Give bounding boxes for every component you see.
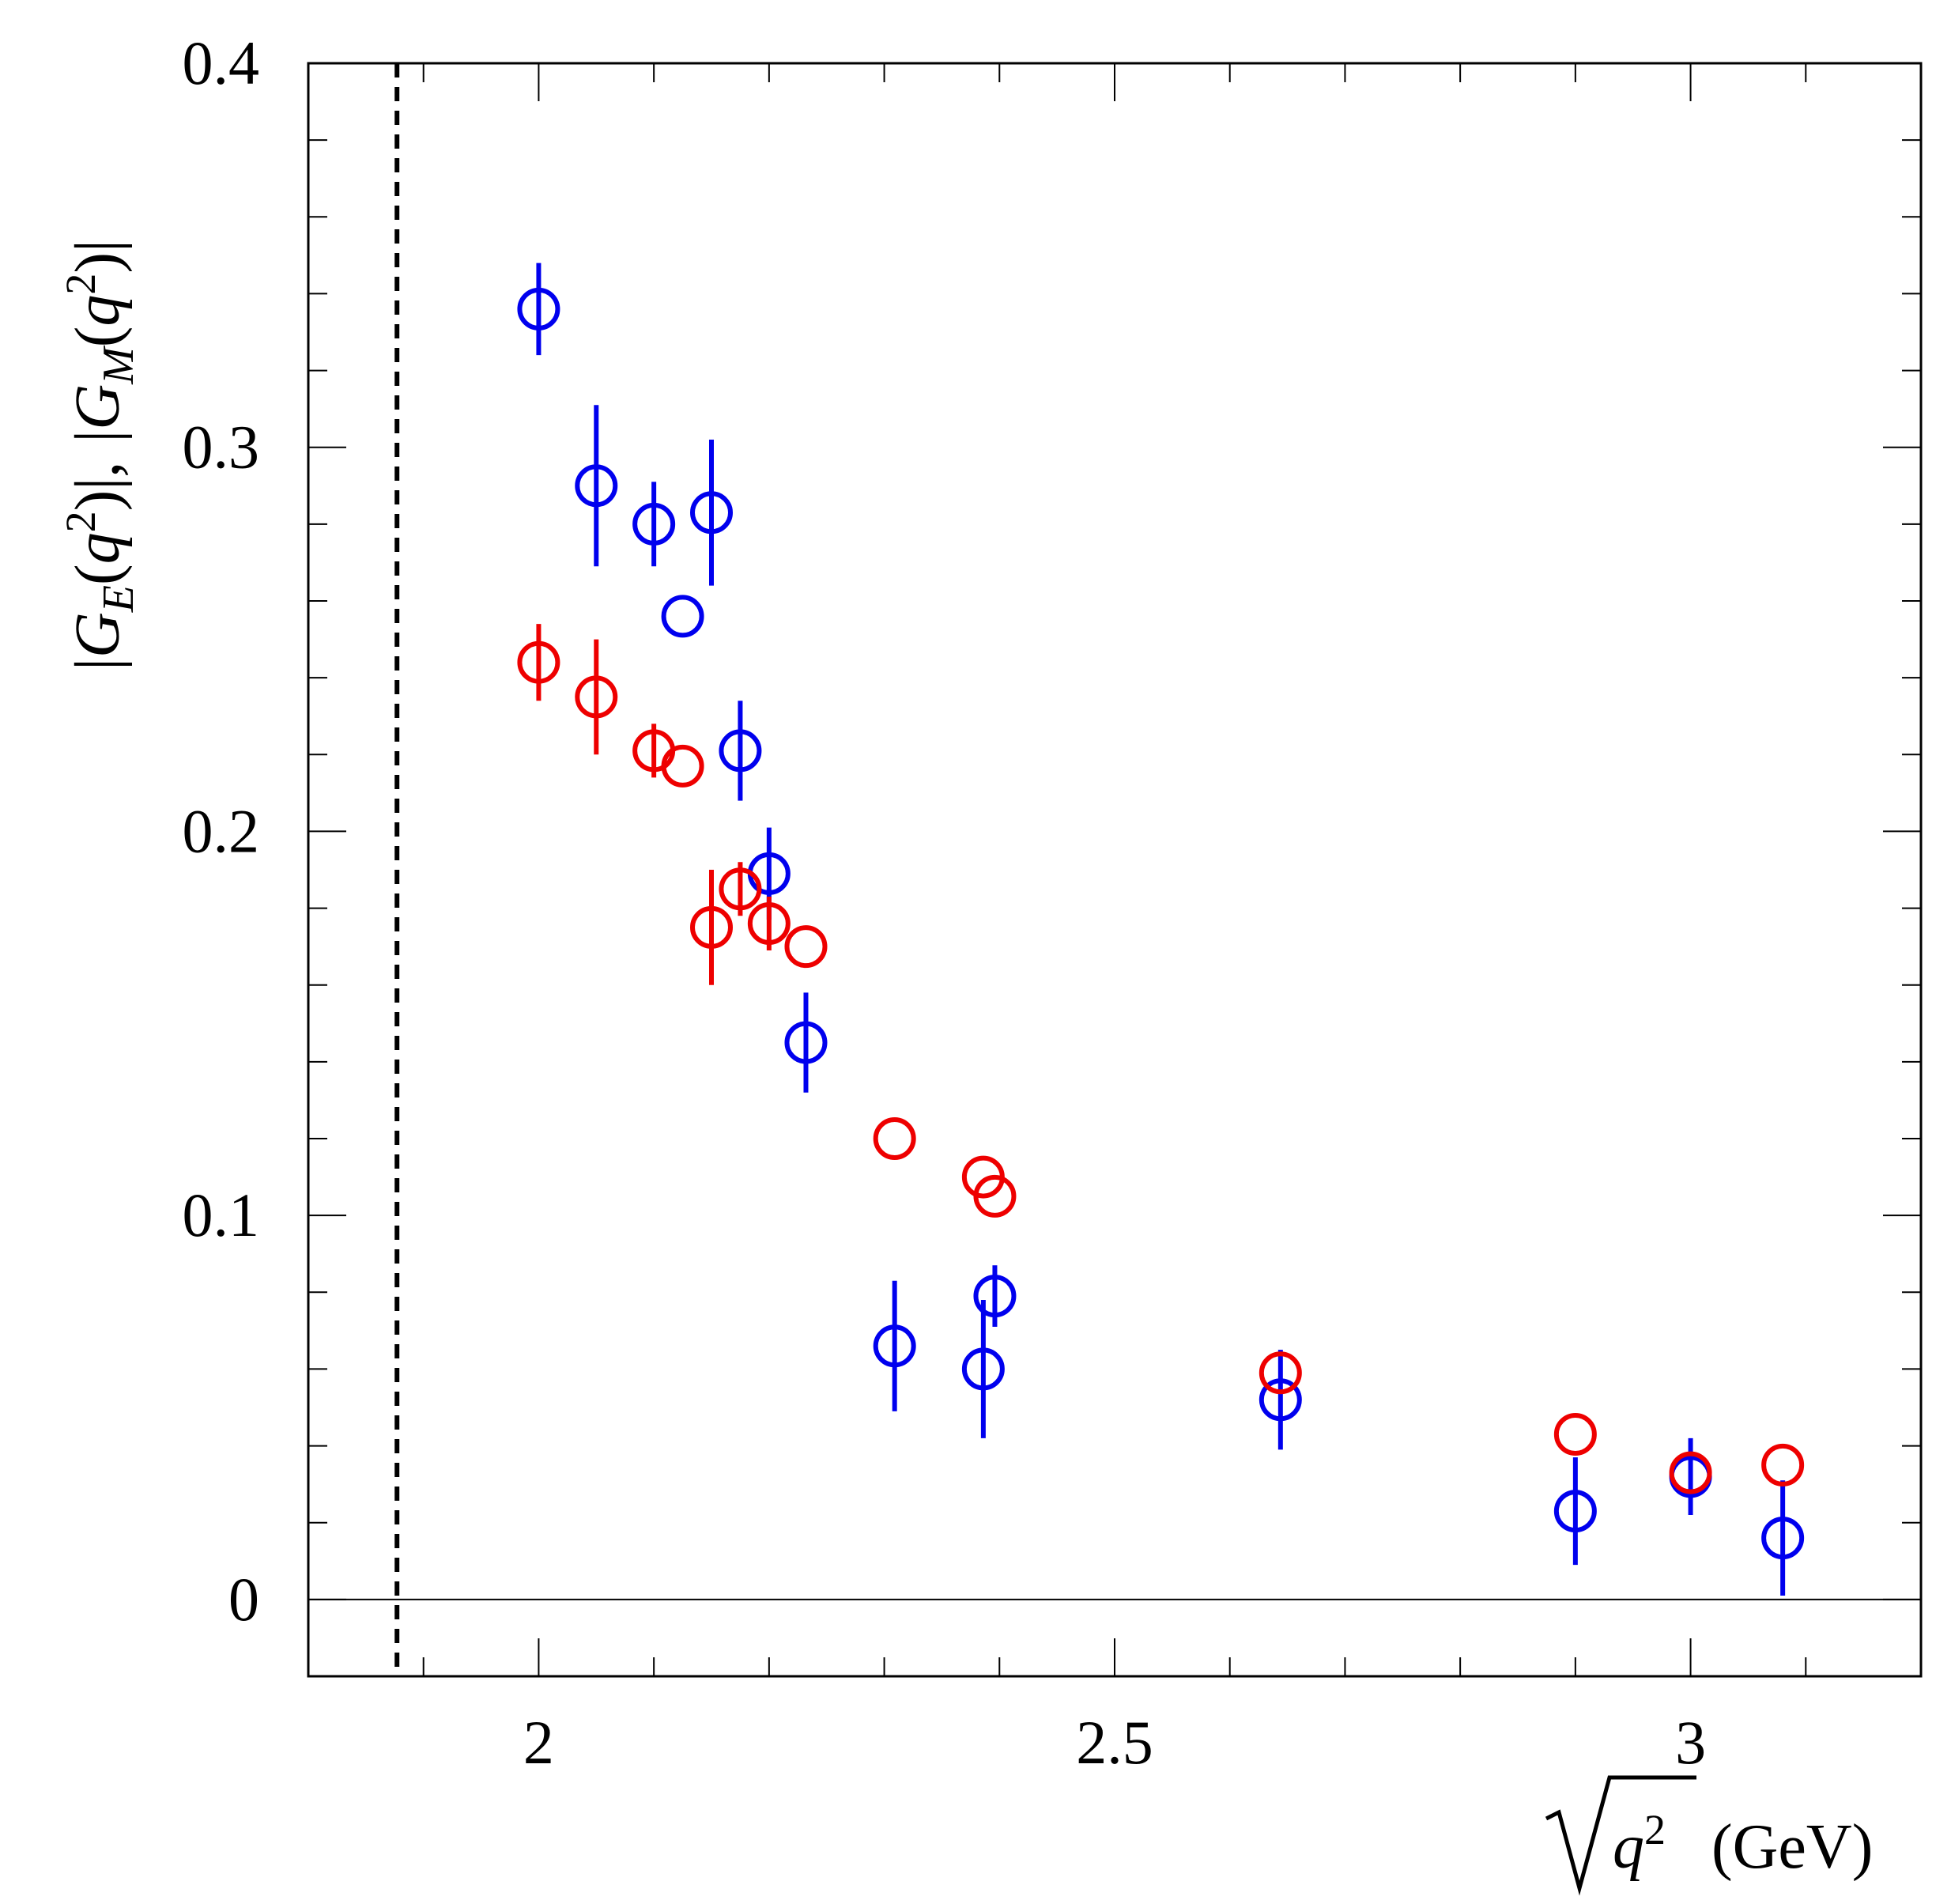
data-point [784,1021,828,1064]
y-axis-title: |GE(q2)|,|GM(q2)| [57,240,143,671]
data-point [661,595,704,638]
x-label-sup: 2 [1644,1806,1666,1853]
plot-frame [307,62,1923,1678]
data-point [1553,1490,1597,1533]
data-point [661,744,704,788]
data-point [973,1174,1017,1218]
y-tick-label: 0.2 [183,796,260,865]
data-point [784,925,828,969]
axis-ticks [308,62,1922,1677]
x-label-unit: (GeV) [1711,1812,1873,1882]
data-point [690,905,733,949]
y-label-bar-4: | [63,240,133,252]
y-label-ge-sub: E [94,585,143,613]
data-point [575,675,618,719]
data-point [1669,1451,1712,1494]
x-label-var: q [1613,1812,1644,1882]
y-tick-labels: 0 0.1 0.2 0.3 0.4 [183,28,260,1634]
data-point [517,287,560,331]
x-tick-label: 3 [1675,1708,1706,1777]
data-series-layer [517,263,1805,1596]
y-label-bar-3: | [63,430,133,443]
data-point [747,902,791,945]
x-tick-label: 2 [523,1708,554,1777]
data-point [1761,1517,1805,1560]
y-label-gm-sub: M [94,345,143,385]
y-label-bar-1: | [63,658,133,671]
y-label-sup-1: 2 [57,511,104,532]
data-point [575,464,618,508]
data-point [873,1324,916,1368]
data-point [1761,1443,1805,1487]
y-tick-label: 0.1 [183,1181,260,1249]
data-point [1259,1351,1302,1395]
data-point [1259,1378,1302,1422]
y-label-gm: G [63,384,133,430]
y-label-var-1: q [63,532,133,564]
y-label-open-1: ( [63,564,133,585]
y-tick-label: 0.4 [183,28,260,97]
data-point [690,491,733,535]
y-label-var-2: q [63,295,133,327]
y-label-close-2: ) [63,252,133,274]
data-point [632,502,676,546]
y-label-sup-2: 2 [57,274,104,295]
sqrt-radical-icon [1545,1775,1696,1896]
x-tick-label: 2.5 [1076,1708,1153,1777]
data-point [517,640,560,684]
y-tick-label: 0.3 [183,413,260,482]
data-point [719,729,762,773]
y-label-bar-2: | [63,478,133,490]
svg-text:q2: q2 [1613,1806,1666,1882]
y-label-open-2: ( [63,327,133,348]
series-ge-red [517,624,1805,1494]
y-tick-label: 0 [228,1565,259,1634]
y-label-sep: , [63,462,133,478]
x-tick-labels: 2 2.5 3 [523,1708,1706,1777]
data-point [873,1117,916,1160]
y-label-close-1: ) [63,490,133,512]
svg-text:|GE(q2)|,|GM(q2)|: |GE(q2)|,|GM(q2)| [57,240,143,671]
x-axis-title: q2 (GeV) [1545,1775,1873,1896]
data-point [973,1275,1017,1318]
series-gm-blue [517,263,1805,1596]
y-label-ge: G [63,612,133,658]
data-point [961,1347,1005,1391]
data-point [1553,1413,1597,1456]
data-point [719,867,762,911]
